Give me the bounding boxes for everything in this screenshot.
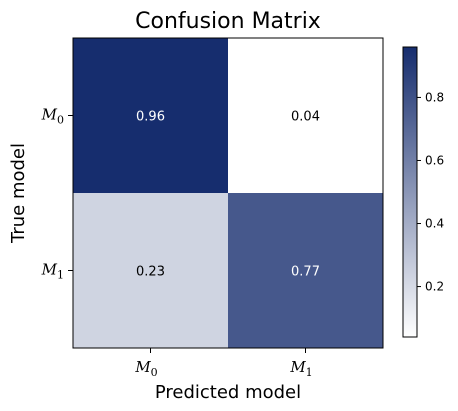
colorbar-ticks: 0.2 0.4 0.6 0.8 <box>417 90 444 294</box>
x-tick-label-0: M0 <box>134 358 157 379</box>
cell-value-r0-c0: 0.96 <box>136 110 165 125</box>
y-axis-label: True model <box>8 143 29 244</box>
y-tick-label-0: M0 <box>41 106 64 127</box>
colorbar-tick-label-0: 0.2 <box>425 280 444 294</box>
colorbar-tick-label-3: 0.8 <box>425 90 444 104</box>
colorbar-tick-label-1: 0.4 <box>425 217 444 231</box>
cell-value-r1-c0: 0.23 <box>136 265 165 280</box>
heatmap-cell-labels: 0.96 0.04 0.23 0.77 <box>136 110 320 280</box>
x-axis-label: Predicted model <box>155 382 301 403</box>
x-tick-label-1: M1 <box>289 358 312 379</box>
cell-value-r0-c1: 0.04 <box>291 110 320 125</box>
heatmap-cell-r1-c1 <box>228 193 383 348</box>
chart-title: Confusion Matrix <box>135 9 321 34</box>
x-axis-ticks: M0 M1 <box>134 348 313 379</box>
y-axis-ticks: M0 M1 <box>41 106 73 282</box>
colorbar-tick-label-2: 0.6 <box>425 153 444 167</box>
cell-value-r1-c1: 0.77 <box>291 265 320 280</box>
y-tick-label-1: M1 <box>41 261 64 282</box>
heatmap-cells <box>73 38 383 348</box>
heatmap-cell-r0-c1 <box>228 38 383 193</box>
plot-frame <box>72 37 384 349</box>
heatmap-cell-r1-c0 <box>73 193 228 348</box>
heatmap-cell-r0-c0 <box>73 38 228 193</box>
colorbar <box>402 46 418 338</box>
